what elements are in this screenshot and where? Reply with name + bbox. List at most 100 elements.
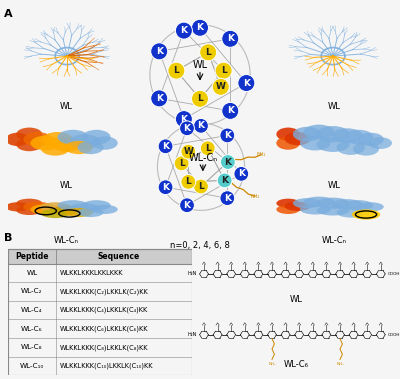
Ellipse shape [345, 200, 373, 210]
Text: WLKKLKKKLKKLKKK: WLKKLKKKLKKLKKK [60, 270, 123, 276]
Circle shape [176, 22, 192, 39]
Circle shape [174, 156, 189, 171]
Circle shape [238, 75, 255, 91]
Circle shape [158, 180, 173, 195]
Ellipse shape [353, 143, 379, 156]
Text: W: W [183, 147, 193, 156]
Ellipse shape [336, 140, 365, 155]
Text: K: K [198, 121, 204, 130]
Text: WL-C₆: WL-C₆ [21, 326, 43, 332]
Text: K: K [156, 47, 163, 56]
Ellipse shape [276, 199, 300, 208]
Ellipse shape [345, 130, 373, 144]
Ellipse shape [16, 199, 42, 208]
Ellipse shape [285, 202, 310, 211]
Ellipse shape [53, 205, 81, 216]
FancyBboxPatch shape [8, 249, 192, 263]
Text: COOH: COOH [388, 333, 400, 337]
Text: K: K [180, 26, 188, 35]
Ellipse shape [368, 137, 392, 149]
Ellipse shape [316, 137, 350, 152]
Text: L: L [179, 159, 184, 168]
Text: K: K [196, 23, 204, 32]
Text: WL-Cₙ: WL-Cₙ [188, 153, 218, 163]
Text: WLKKLKKK(C₈)LKKLK(C₈)KK: WLKKLKKK(C₈)LKKLK(C₈)KK [60, 344, 148, 351]
Text: L: L [174, 66, 179, 75]
Circle shape [192, 19, 208, 36]
Text: WL-C₂: WL-C₂ [21, 288, 43, 294]
Circle shape [200, 44, 217, 61]
Ellipse shape [92, 136, 118, 150]
Circle shape [200, 141, 215, 156]
Ellipse shape [300, 204, 331, 215]
Ellipse shape [316, 205, 350, 216]
Ellipse shape [276, 205, 300, 214]
Circle shape [192, 90, 208, 107]
Text: H₂N: H₂N [188, 271, 197, 276]
Text: WL: WL [26, 270, 38, 276]
Ellipse shape [336, 207, 365, 218]
Text: WL-Cₙ: WL-Cₙ [54, 236, 78, 245]
Text: K: K [221, 176, 228, 185]
Ellipse shape [65, 141, 93, 154]
Circle shape [151, 90, 168, 107]
Text: K: K [162, 183, 169, 192]
Ellipse shape [30, 136, 61, 150]
Text: K: K [224, 194, 231, 203]
Ellipse shape [58, 130, 88, 144]
Circle shape [181, 144, 196, 159]
Text: L: L [197, 94, 203, 103]
Text: B: B [4, 233, 12, 243]
Circle shape [151, 43, 168, 60]
Circle shape [220, 155, 235, 169]
Circle shape [212, 78, 229, 96]
Ellipse shape [276, 136, 300, 150]
Ellipse shape [300, 136, 331, 150]
Ellipse shape [53, 137, 81, 152]
Circle shape [181, 174, 196, 189]
Text: WL: WL [290, 295, 302, 304]
Circle shape [234, 166, 249, 181]
Circle shape [180, 121, 194, 136]
Ellipse shape [285, 132, 310, 145]
Text: K: K [162, 142, 169, 151]
Circle shape [176, 111, 192, 128]
Circle shape [222, 102, 239, 119]
Text: K: K [238, 169, 245, 179]
Ellipse shape [30, 204, 61, 215]
Text: A: A [4, 9, 13, 19]
Text: K: K [184, 201, 190, 210]
Ellipse shape [352, 209, 380, 219]
Circle shape [220, 128, 235, 143]
Text: WLKKLKKK(C₄)LKKLK(C₄)KK: WLKKLKKK(C₄)LKKLK(C₄)KK [60, 307, 148, 313]
Ellipse shape [82, 200, 111, 210]
Ellipse shape [92, 205, 118, 214]
Text: WLKKLKKK(C₂)LKKLK(C₂)KK: WLKKLKKK(C₂)LKKLK(C₂)KK [60, 288, 148, 295]
Ellipse shape [58, 200, 88, 210]
Text: K: K [184, 124, 190, 133]
Circle shape [168, 62, 185, 79]
Ellipse shape [23, 202, 52, 212]
Text: K: K [156, 94, 163, 103]
Ellipse shape [41, 143, 69, 156]
Ellipse shape [304, 197, 334, 207]
Text: WL: WL [60, 102, 72, 111]
Ellipse shape [276, 128, 300, 141]
Text: WLKKLKKK(C₁₀)LKKLK(C₁₀)KK: WLKKLKKK(C₁₀)LKKLK(C₁₀)KK [60, 363, 153, 369]
Text: WLKKLKKK(C₆)LKKLK(C₆)KK: WLKKLKKK(C₆)LKKLK(C₆)KK [60, 326, 148, 332]
Circle shape [180, 198, 194, 213]
Text: COOH: COOH [388, 272, 400, 276]
Ellipse shape [78, 208, 104, 217]
Circle shape [215, 62, 232, 79]
Text: W: W [216, 82, 226, 91]
Ellipse shape [41, 209, 69, 218]
Text: NH₂: NH₂ [250, 194, 260, 199]
Text: K: K [227, 34, 234, 43]
Text: WL: WL [328, 181, 340, 190]
Text: NH₂: NH₂ [268, 362, 276, 366]
Ellipse shape [358, 133, 384, 146]
Ellipse shape [65, 208, 93, 217]
Ellipse shape [82, 130, 111, 144]
Circle shape [222, 30, 239, 47]
Text: L: L [205, 48, 211, 57]
